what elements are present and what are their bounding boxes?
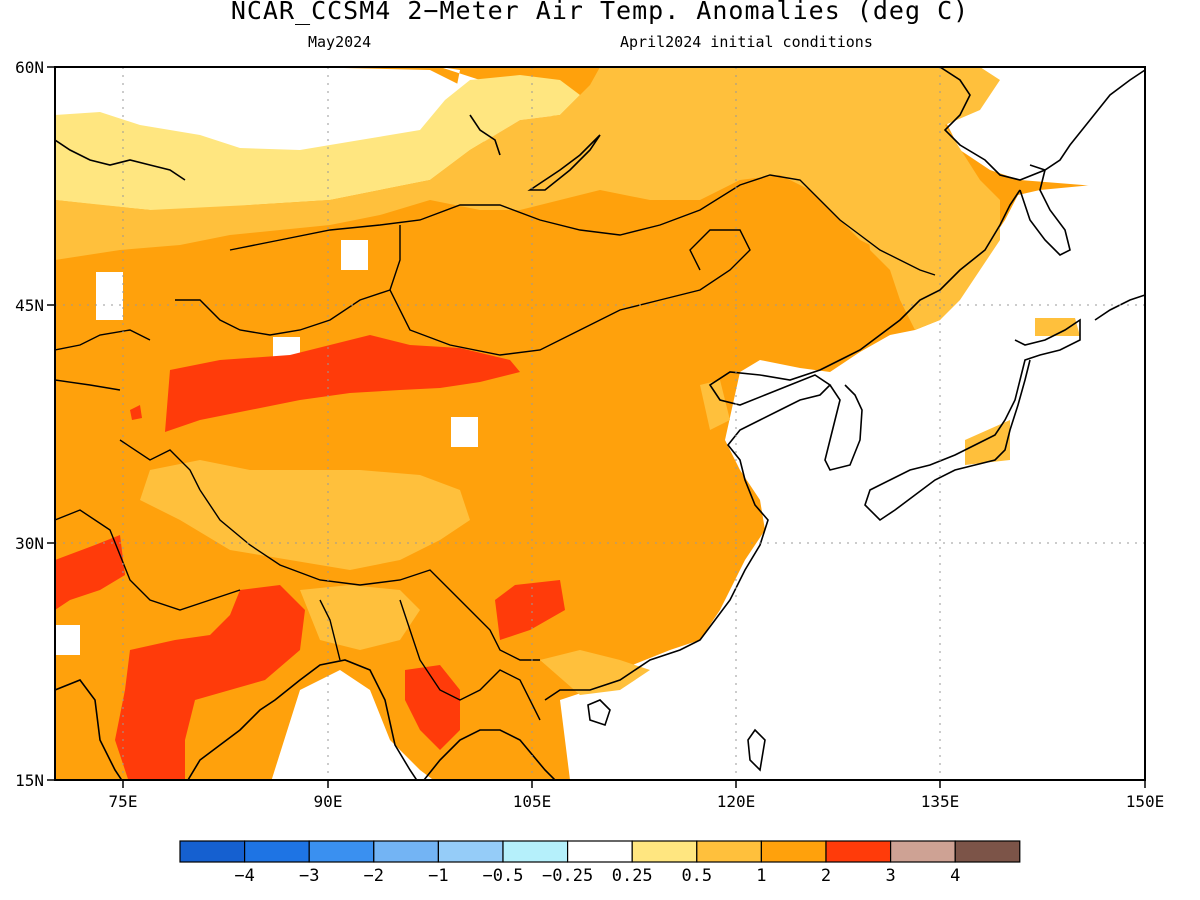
north-kz-border	[55, 139, 186, 181]
lon-label-105e: 105E	[513, 792, 552, 811]
lat-label-15n: 15N	[15, 771, 44, 790]
colorbar-label: 0.5	[681, 866, 712, 886]
sakhalin-coast	[1019, 164, 1071, 256]
lon-label-150e: 150E	[1126, 792, 1165, 811]
lat-label-60n: 60N	[15, 58, 44, 77]
lon-label-90e: 90E	[314, 792, 343, 811]
ocean-white	[560, 180, 1145, 780]
kazakh-china-border	[175, 289, 391, 336]
central-asia-border	[119, 439, 201, 491]
forecast-month: May2024	[308, 33, 372, 51]
colorbar-swatch	[437, 840, 504, 863]
colorbar: −4 −3 −2 −1 −0.5 −0.25 0.25 0.5 1 2 3 4	[179, 840, 1021, 886]
country-borders	[55, 174, 936, 721]
anomaly-2-small	[130, 405, 142, 420]
india-west-coast	[55, 679, 123, 780]
colorbar-label: 3	[885, 866, 895, 886]
japan-coast	[864, 318, 1081, 522]
colorbar-label: 1	[756, 866, 766, 886]
qinghai-white	[451, 417, 478, 447]
bay-of-bengal-white	[271, 670, 434, 780]
map-frame	[54, 66, 1146, 781]
anomaly-0.5-south-siberia	[55, 67, 1000, 260]
anomaly-0.5-manchuria	[860, 120, 1000, 330]
pakistan-india-border	[55, 509, 241, 611]
west-borders	[55, 329, 151, 391]
colorbar-label: −0.5	[483, 866, 524, 886]
northeast-white	[940, 67, 1145, 190]
colorbar-label: −4	[234, 866, 254, 886]
colorbar-swatch	[631, 840, 698, 863]
colorbar-label: 4	[950, 866, 960, 886]
taiwan-coast	[747, 728, 766, 772]
colorbar-label: −3	[299, 866, 319, 886]
okhotsk-coast	[939, 67, 1145, 181]
anomaly-0.5-tibet-rim	[140, 460, 470, 570]
ob-river	[469, 114, 501, 156]
anomaly-0.5-japan	[965, 420, 1010, 465]
anomaly-2-myanmar	[405, 665, 460, 750]
russia-china-mongolia-border	[229, 174, 936, 276]
anomaly-0.5-bohai	[700, 380, 730, 430]
anomaly-field	[55, 67, 1145, 780]
colorbar-swatch	[696, 840, 762, 863]
map-title: NCAR_CCSM4 2−Meter Air Temp. Anomalies (…	[230, 0, 970, 25]
lake-white	[341, 240, 368, 270]
hainan-coast	[587, 699, 611, 727]
colorbar-label: −2	[364, 866, 384, 886]
coastlines	[55, 67, 1145, 780]
colorbar-swatch	[954, 840, 1021, 863]
arabian-white	[55, 625, 80, 655]
colorbar-label: −1	[428, 866, 448, 886]
lon-label-135e: 135E	[921, 792, 960, 811]
bay-of-bengal-coast	[187, 659, 418, 780]
colorbar-swatch	[244, 840, 310, 863]
se-asia-borders	[319, 599, 541, 721]
lat-label-45n: 45N	[15, 296, 44, 315]
colorbar-swatch	[179, 840, 246, 863]
colorbar-swatch	[566, 840, 633, 863]
indochina-coast	[422, 729, 557, 780]
korea-coast	[824, 384, 863, 471]
anomaly-0.5-south-china	[540, 650, 650, 695]
anomaly-0.5-hokkaido	[1035, 318, 1080, 336]
baikal-shore	[527, 134, 601, 191]
colorbar-label: 2	[821, 866, 831, 886]
mongolia-china-border	[389, 225, 751, 356]
anomaly-2-yunnan	[495, 580, 565, 640]
anomaly-2-pakistan	[55, 535, 125, 610]
colorbar-label: −0.25	[542, 866, 593, 886]
colorbar-swatch	[760, 840, 827, 863]
colorbar-swatch	[373, 840, 439, 863]
initial-conditions: April2024 initial conditions	[620, 33, 873, 51]
colorbar-swatch	[502, 840, 569, 863]
grid-lines	[55, 67, 1145, 780]
anomaly-2-tarim	[165, 335, 520, 432]
colorbar-swatch	[308, 840, 375, 863]
anomaly-0.5-himalaya-south	[300, 585, 420, 650]
colorbar-swatch	[889, 840, 956, 863]
anomaly-2-india	[115, 585, 305, 780]
anomaly-0.25-siberia	[55, 75, 580, 210]
lon-label-75e: 75E	[109, 792, 138, 811]
himalaya-border	[199, 489, 540, 661]
aral-white	[96, 272, 123, 320]
colorbar-label: 0.25	[612, 866, 653, 886]
lat-label-30n: 30N	[15, 534, 44, 553]
lon-label-120e: 120E	[717, 792, 756, 811]
colorbar-swatch	[825, 840, 892, 863]
axis-ticks	[47, 66, 1146, 788]
